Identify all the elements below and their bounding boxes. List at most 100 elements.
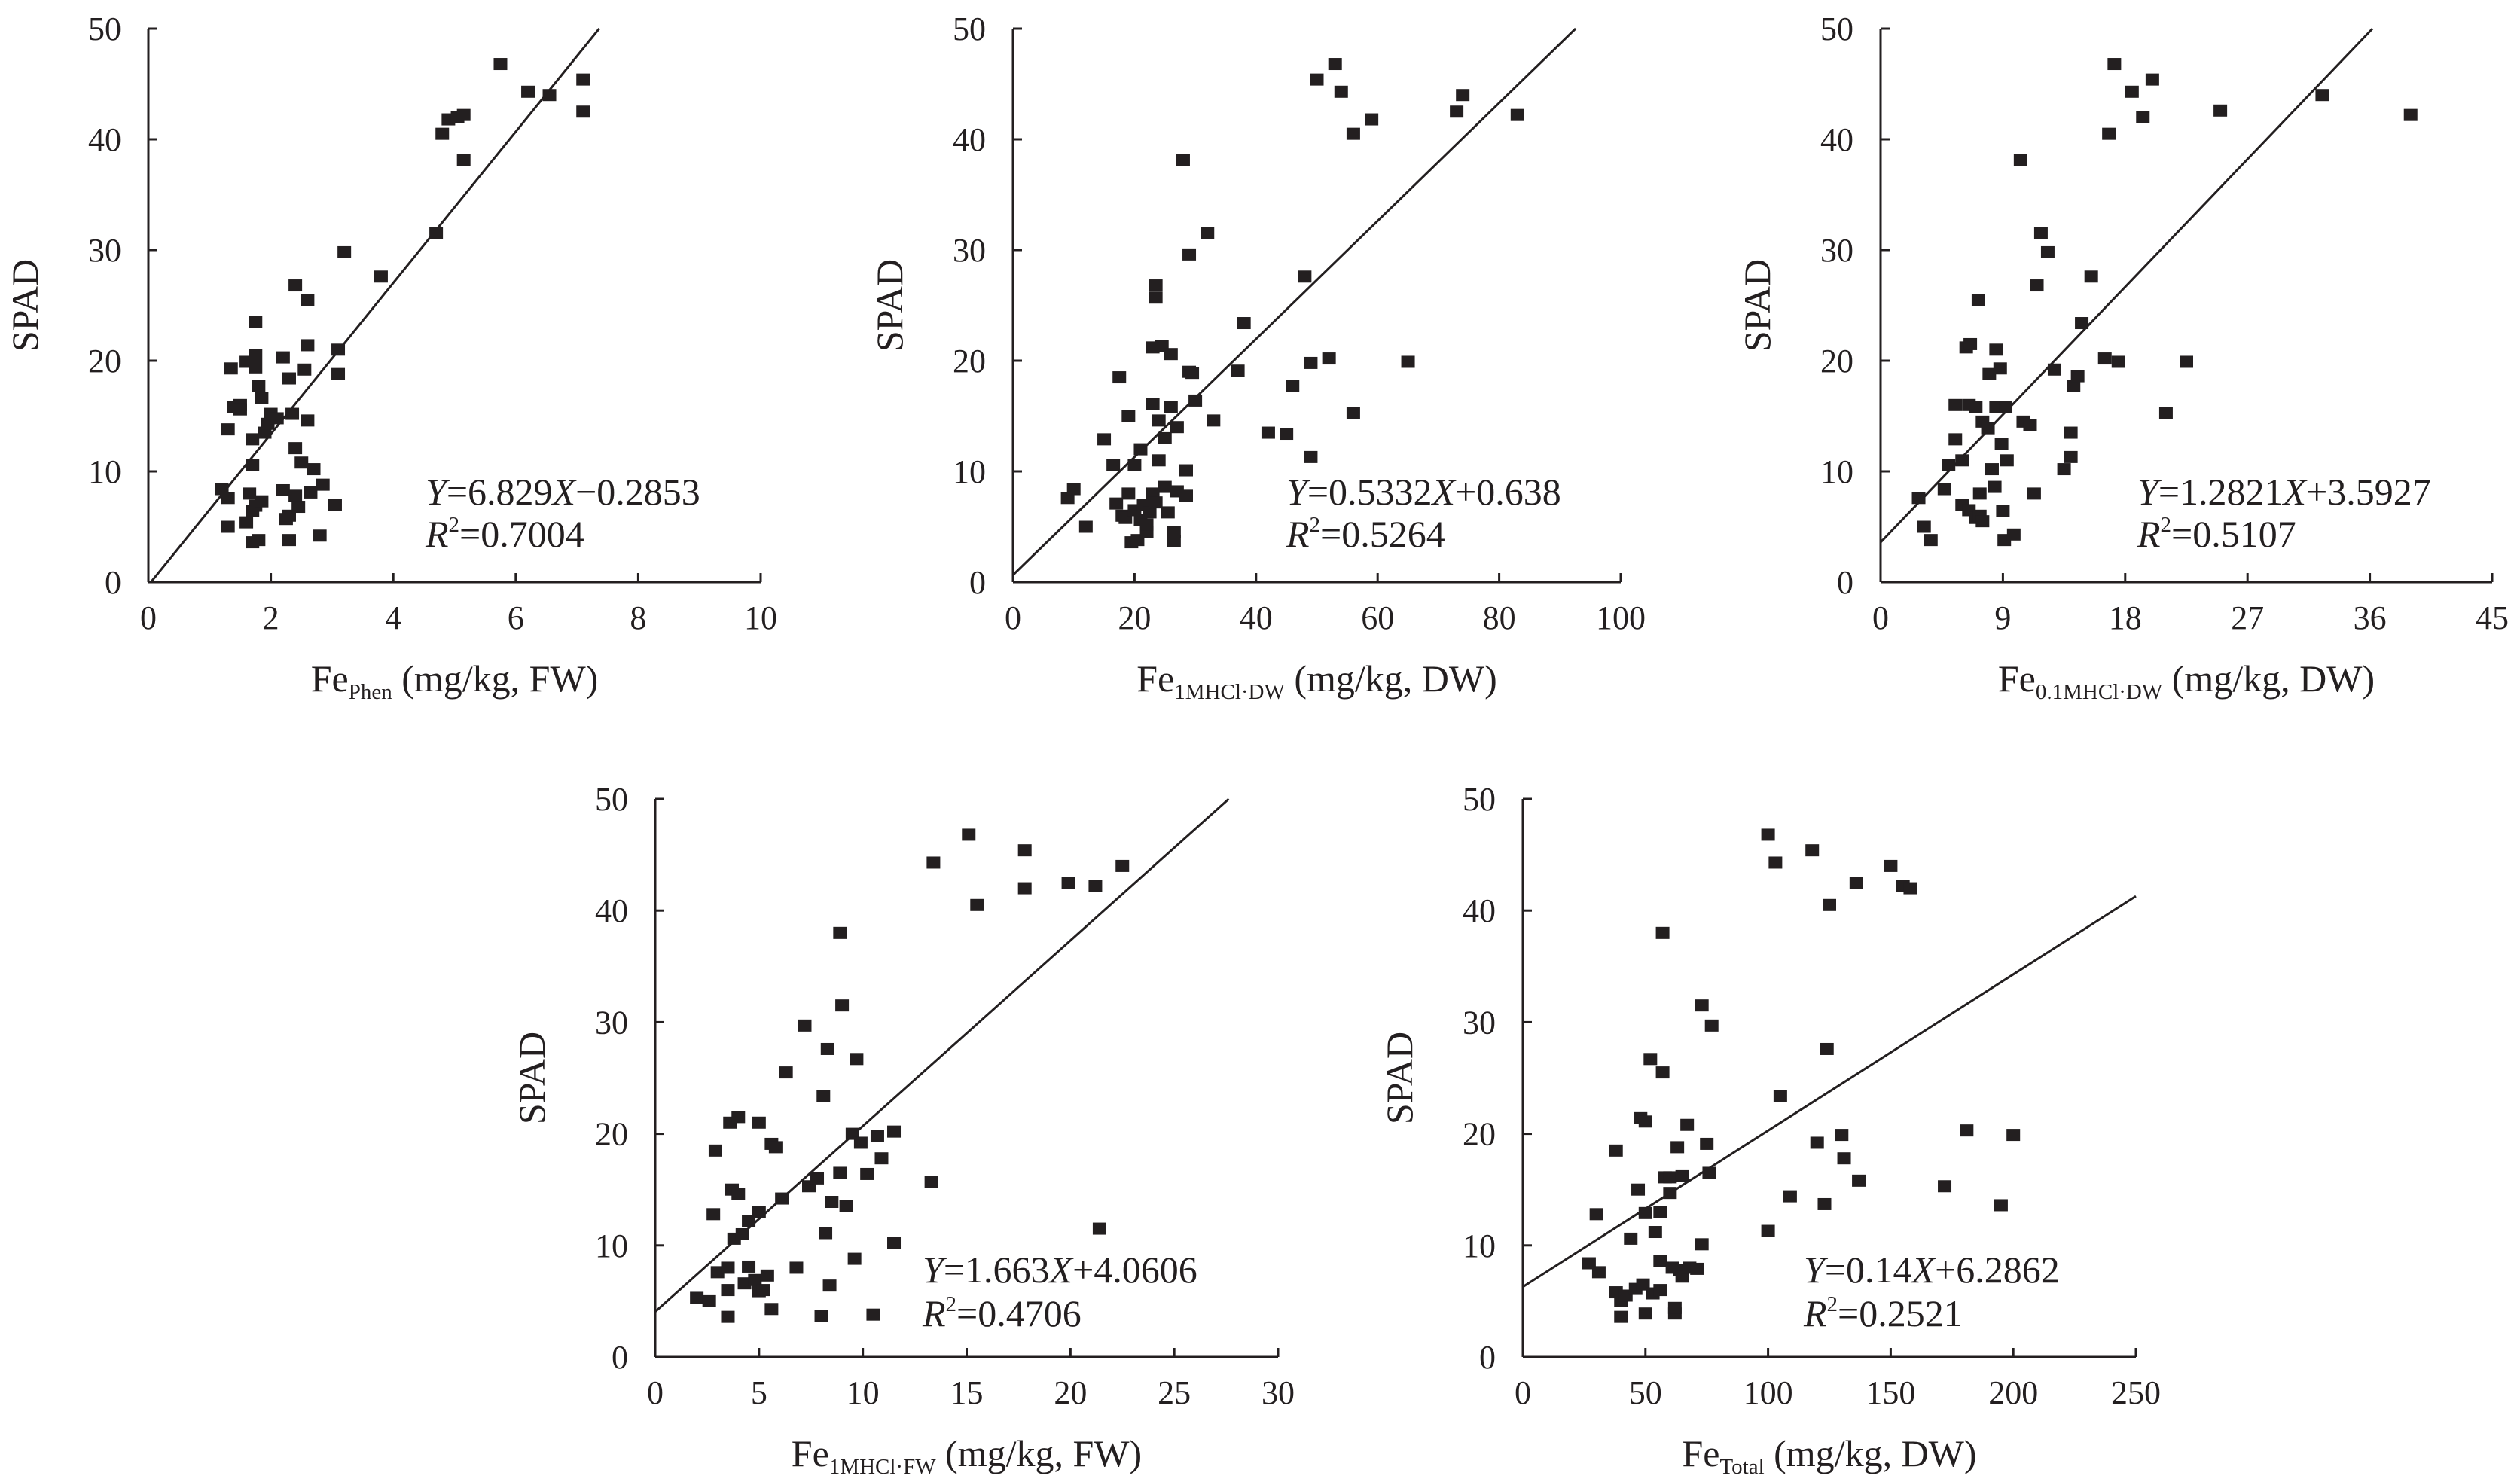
data-point <box>2027 487 2041 500</box>
x-tick-label: 20 <box>1054 1374 1087 1411</box>
data-point <box>1805 844 1820 857</box>
data-point <box>2000 454 2014 467</box>
data-point <box>1115 859 1130 872</box>
data-point <box>2070 370 2085 383</box>
data-point <box>1680 1118 1695 1131</box>
data-point <box>1456 89 1470 102</box>
data-point <box>1761 1224 1775 1237</box>
data-point <box>2040 245 2055 258</box>
data-point <box>252 380 266 392</box>
data-point <box>2033 227 2048 239</box>
data-point <box>789 1261 804 1274</box>
x-tick-label: 0 <box>1872 599 1889 636</box>
data-point <box>1810 1136 1824 1149</box>
x-tick-label: 50 <box>1629 1374 1662 1411</box>
data-point <box>1695 999 1709 1012</box>
r-squared-label: R2=0.5264 <box>1286 513 1445 555</box>
data-point <box>1152 414 1166 427</box>
data-point <box>252 534 266 547</box>
y-tick-label: 0 <box>1837 564 1853 601</box>
regression-equation: Y=1.2821X+3.5927 <box>2137 471 2431 513</box>
data-point <box>1092 1222 1106 1235</box>
data-point <box>374 270 388 283</box>
data-point <box>493 58 508 71</box>
data-point <box>1591 1266 1606 1279</box>
data-point <box>294 456 309 469</box>
data-point <box>291 501 306 514</box>
data-point <box>816 1090 831 1102</box>
data-point <box>429 227 444 239</box>
data-point <box>1655 1066 1670 1079</box>
data-point <box>1994 1199 2008 1212</box>
data-point <box>331 343 346 356</box>
data-point <box>1903 882 1917 895</box>
data-point <box>255 392 269 404</box>
y-tick-label: 30 <box>953 232 986 269</box>
data-point <box>926 856 941 869</box>
data-point <box>1237 317 1251 330</box>
data-point <box>1704 1019 1719 1032</box>
data-point <box>313 529 327 542</box>
data-point <box>1614 1310 1628 1323</box>
data-point <box>2023 419 2037 431</box>
data-point <box>1982 367 1997 380</box>
data-point <box>337 245 352 258</box>
y-tick-label: 0 <box>105 564 121 601</box>
data-point <box>1106 459 1121 471</box>
data-point <box>1924 534 1938 547</box>
data-point <box>735 1227 749 1240</box>
r-squared-label: R2=0.2521 <box>1803 1292 1963 1334</box>
y-tick-label: 10 <box>88 453 121 490</box>
data-point <box>1304 450 1318 463</box>
y-tick-label: 0 <box>612 1339 628 1376</box>
regression-equation: Y=6.829X−0.2853 <box>426 471 700 513</box>
data-point <box>810 1172 825 1185</box>
data-point <box>1286 380 1300 392</box>
data-point <box>798 1019 812 1032</box>
data-point <box>1164 348 1178 361</box>
data-point <box>1969 401 1983 413</box>
data-point <box>1985 463 1999 476</box>
y-tick-label: 40 <box>953 121 986 158</box>
data-point <box>721 1284 735 1297</box>
data-point <box>2107 58 2122 71</box>
data-point <box>2097 352 2112 365</box>
data-point <box>710 1266 725 1279</box>
data-point <box>1996 505 2010 517</box>
data-point <box>2006 1129 2021 1142</box>
data-point <box>1149 496 1163 509</box>
data-point <box>456 108 471 121</box>
data-point <box>1624 1232 1638 1245</box>
data-point <box>1146 398 1160 410</box>
data-point <box>1401 355 1415 368</box>
y-tick-label: 0 <box>969 564 986 601</box>
data-point <box>2064 450 2078 463</box>
x-tick-label: 36 <box>2354 599 2387 636</box>
data-point <box>1690 1262 1704 1275</box>
data-point <box>962 828 976 841</box>
data-point <box>249 361 263 374</box>
data-point <box>542 89 557 102</box>
x-tick-label: 18 <box>2109 599 2142 636</box>
data-point <box>1638 1115 1652 1128</box>
data-point <box>1078 520 1093 533</box>
data-point <box>970 898 984 911</box>
data-point <box>576 105 590 118</box>
data-point <box>276 351 290 364</box>
data-point <box>285 407 300 420</box>
y-axis-label: SPAD <box>1378 1032 1420 1124</box>
data-point <box>2084 270 2098 283</box>
y-tick-label: 50 <box>1820 11 1853 47</box>
y-tick-label: 40 <box>88 121 121 158</box>
data-point <box>835 999 850 1012</box>
y-axis-label: SPAD <box>1736 259 1778 352</box>
data-point <box>1109 497 1124 510</box>
x-tick-label: 0 <box>140 599 157 636</box>
x-tick-label: 8 <box>630 599 646 636</box>
data-point <box>1207 414 1221 427</box>
data-point <box>1884 859 1898 872</box>
x-tick-label: 150 <box>1866 1374 1915 1411</box>
y-tick-label: 10 <box>1463 1227 1496 1264</box>
data-point <box>2006 528 2021 541</box>
data-point <box>1161 506 1175 519</box>
